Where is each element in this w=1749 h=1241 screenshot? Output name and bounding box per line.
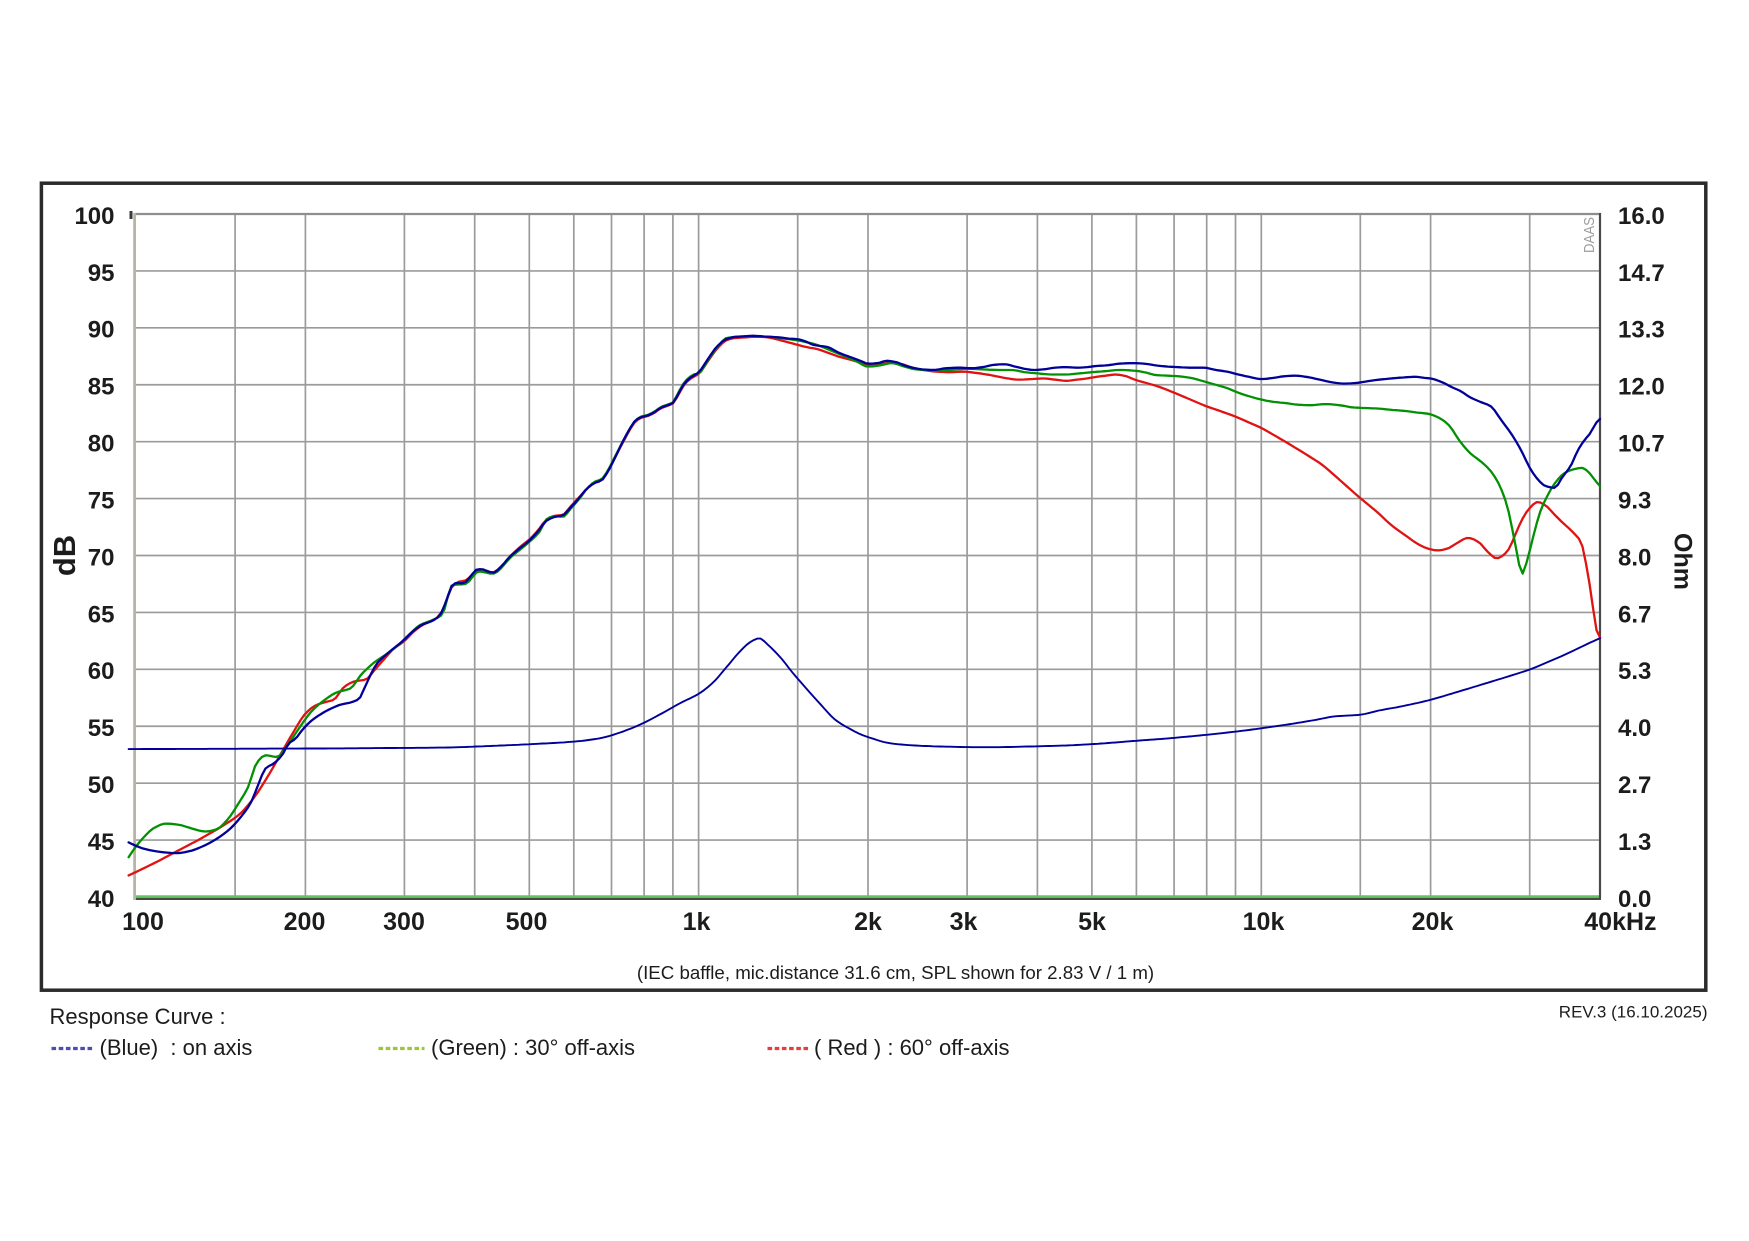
- svg-text:100: 100: [74, 203, 114, 230]
- svg-text:9.3: 9.3: [1618, 488, 1651, 515]
- svg-text:16.0: 16.0: [1618, 203, 1665, 230]
- svg-text:60: 60: [88, 658, 115, 685]
- svg-text:95: 95: [88, 260, 115, 287]
- svg-text:12.0: 12.0: [1618, 374, 1665, 401]
- svg-text:5.3: 5.3: [1618, 658, 1651, 685]
- svg-text:45: 45: [88, 829, 115, 856]
- svg-text:Ohm: Ohm: [1669, 533, 1697, 590]
- svg-text:20k: 20k: [1412, 908, 1454, 936]
- svg-text:10.7: 10.7: [1618, 431, 1665, 458]
- svg-text:(IEC baffle, mic.distance 31.6: (IEC baffle, mic.distance 31.6 cm, SPL s…: [637, 962, 1154, 983]
- svg-text:500: 500: [506, 908, 548, 936]
- svg-text:55: 55: [88, 715, 115, 742]
- svg-text:6.7: 6.7: [1618, 601, 1651, 628]
- svg-text:40kHz: 40kHz: [1584, 908, 1656, 936]
- svg-text:65: 65: [88, 601, 115, 628]
- svg-text:1.3: 1.3: [1618, 829, 1651, 856]
- svg-text:14.7: 14.7: [1618, 260, 1665, 287]
- svg-text:90: 90: [88, 317, 115, 344]
- svg-text:Response Curve :: Response Curve :: [50, 1004, 226, 1029]
- svg-text:5k: 5k: [1078, 908, 1106, 936]
- svg-text:50: 50: [88, 772, 115, 799]
- svg-text:40: 40: [88, 886, 115, 913]
- svg-text:13.3: 13.3: [1618, 317, 1665, 344]
- svg-text:10k: 10k: [1243, 908, 1285, 936]
- svg-text:8.0: 8.0: [1618, 544, 1651, 571]
- svg-text:3k: 3k: [950, 908, 978, 936]
- svg-text:80: 80: [88, 431, 115, 458]
- svg-text:200: 200: [284, 908, 326, 936]
- svg-text:0.0: 0.0: [1618, 886, 1651, 913]
- svg-text:100: 100: [122, 908, 164, 936]
- svg-text:DAAS: DAAS: [1581, 217, 1598, 253]
- svg-text:2k: 2k: [854, 908, 882, 936]
- svg-text:1k: 1k: [683, 908, 711, 936]
- svg-text:REV.3 (16.10.2025): REV.3 (16.10.2025): [1559, 1003, 1708, 1022]
- svg-text:(Green) : 30° off-axis: (Green) : 30° off-axis: [431, 1035, 635, 1060]
- svg-text:70: 70: [88, 544, 115, 571]
- svg-text:75: 75: [88, 488, 115, 515]
- svg-text:dB: dB: [47, 535, 82, 576]
- svg-text:(Blue) : on axis: (Blue) : on axis: [100, 1035, 253, 1060]
- svg-text:( Red ) : 60° off-axis: ( Red ) : 60° off-axis: [814, 1035, 1009, 1060]
- svg-text:300: 300: [383, 908, 425, 936]
- svg-text:2.7: 2.7: [1618, 772, 1651, 799]
- svg-text:4.0: 4.0: [1618, 715, 1651, 742]
- svg-text:85: 85: [88, 374, 115, 401]
